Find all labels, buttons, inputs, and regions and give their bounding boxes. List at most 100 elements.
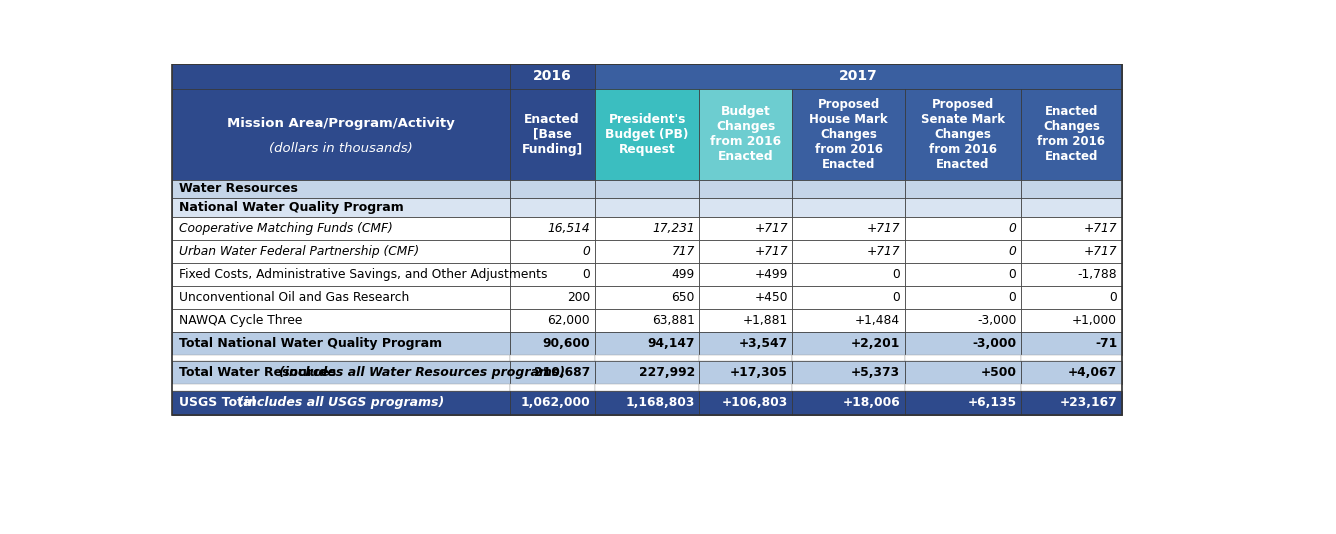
Text: +2,201: +2,201 [851, 337, 900, 350]
Text: +1,484: +1,484 [855, 314, 900, 327]
Text: USGS Total: USGS Total [179, 396, 255, 410]
Text: 62,000: 62,000 [548, 314, 591, 327]
Bar [792, 309, 904, 332]
Text: +717: +717 [755, 245, 788, 258]
Text: President's
Budget (PB)
Request: President's Budget (PB) Request [605, 113, 689, 155]
Bar [700, 89, 792, 179]
Text: +717: +717 [1083, 245, 1117, 258]
Bar [792, 355, 904, 362]
Text: Budget
Changes
from 2016
Enacted: Budget Changes from 2016 Enacted [711, 105, 782, 163]
Bar [1021, 217, 1122, 240]
Bar [792, 198, 904, 217]
Bar [700, 240, 792, 263]
Text: -3,000: -3,000 [977, 314, 1017, 327]
Bar [904, 179, 1021, 198]
Text: -71: -71 [1096, 337, 1117, 350]
Bar [172, 198, 509, 217]
Bar [792, 263, 904, 286]
Bar [700, 217, 792, 240]
Bar [509, 64, 595, 89]
Bar [1021, 309, 1122, 332]
Text: 0: 0 [1009, 222, 1017, 234]
Bar [904, 390, 1021, 415]
Bar [792, 240, 904, 263]
Text: 227,992: 227,992 [639, 366, 695, 379]
Bar [904, 263, 1021, 286]
Bar [1021, 362, 1122, 384]
Bar [792, 332, 904, 355]
Text: +4,067: +4,067 [1067, 366, 1117, 379]
Bar [792, 286, 904, 309]
Bar [509, 390, 595, 415]
Text: +18,006: +18,006 [843, 396, 900, 410]
Bar [904, 89, 1021, 179]
Bar [172, 64, 1122, 415]
Bar [509, 309, 595, 332]
Bar [172, 89, 509, 179]
Text: Enacted
[Base
Funding]: Enacted [Base Funding] [521, 113, 582, 155]
Text: 90,600: 90,600 [542, 337, 591, 350]
Bar [700, 362, 792, 384]
Bar [595, 384, 700, 390]
Bar [700, 198, 792, 217]
Bar [904, 332, 1021, 355]
Bar [700, 263, 792, 286]
Bar [700, 179, 792, 198]
Text: 63,881: 63,881 [652, 314, 695, 327]
Text: 0: 0 [582, 268, 591, 281]
Bar [595, 64, 1122, 89]
Bar [595, 362, 700, 384]
Text: (includes all USGS programs): (includes all USGS programs) [238, 396, 444, 410]
Bar [1021, 332, 1122, 355]
Text: 0: 0 [892, 268, 900, 281]
Bar [172, 390, 509, 415]
Bar [509, 286, 595, 309]
Bar [792, 217, 904, 240]
Text: 0: 0 [1009, 291, 1017, 304]
Text: Total National Water Quality Program: Total National Water Quality Program [179, 337, 442, 350]
Text: Cooperative Matching Funds (CMF): Cooperative Matching Funds (CMF) [179, 222, 393, 234]
Text: 499: 499 [672, 268, 695, 281]
Bar [595, 217, 700, 240]
Bar [904, 286, 1021, 309]
Bar [700, 286, 792, 309]
Text: 1,168,803: 1,168,803 [625, 396, 695, 410]
Bar [1021, 355, 1122, 362]
Bar [792, 362, 904, 384]
Bar [792, 390, 904, 415]
Text: 210,687: 210,687 [534, 366, 591, 379]
Text: +717: +717 [1083, 222, 1117, 234]
Text: 16,514: 16,514 [548, 222, 591, 234]
Bar [595, 286, 700, 309]
Text: +450: +450 [755, 291, 788, 304]
Bar [1021, 286, 1122, 309]
Text: +106,803: +106,803 [721, 396, 788, 410]
Text: 1,062,000: 1,062,000 [521, 396, 591, 410]
Text: 0: 0 [1009, 268, 1017, 281]
Bar [595, 332, 700, 355]
Bar [792, 89, 904, 179]
Text: 2016: 2016 [533, 69, 572, 83]
Text: Unconventional Oil and Gas Research: Unconventional Oil and Gas Research [179, 291, 409, 304]
Text: Proposed
Senate Mark
Changes
from 2016
Enacted: Proposed Senate Mark Changes from 2016 E… [921, 98, 1005, 171]
Text: 650: 650 [672, 291, 695, 304]
Bar [1021, 263, 1122, 286]
Text: 2017: 2017 [839, 69, 878, 83]
Text: +1,000: +1,000 [1073, 314, 1117, 327]
Bar [700, 332, 792, 355]
Bar [700, 384, 792, 390]
Bar [172, 179, 509, 198]
Bar [792, 384, 904, 390]
Bar [595, 355, 700, 362]
Bar [509, 198, 595, 217]
Text: +500: +500 [981, 366, 1017, 379]
Bar [172, 384, 509, 390]
Bar [595, 390, 700, 415]
Bar [172, 332, 509, 355]
Text: +1,881: +1,881 [743, 314, 788, 327]
Bar [1021, 384, 1122, 390]
Bar [700, 390, 792, 415]
Bar [904, 362, 1021, 384]
Text: +5,373: +5,373 [851, 366, 900, 379]
Bar [904, 217, 1021, 240]
